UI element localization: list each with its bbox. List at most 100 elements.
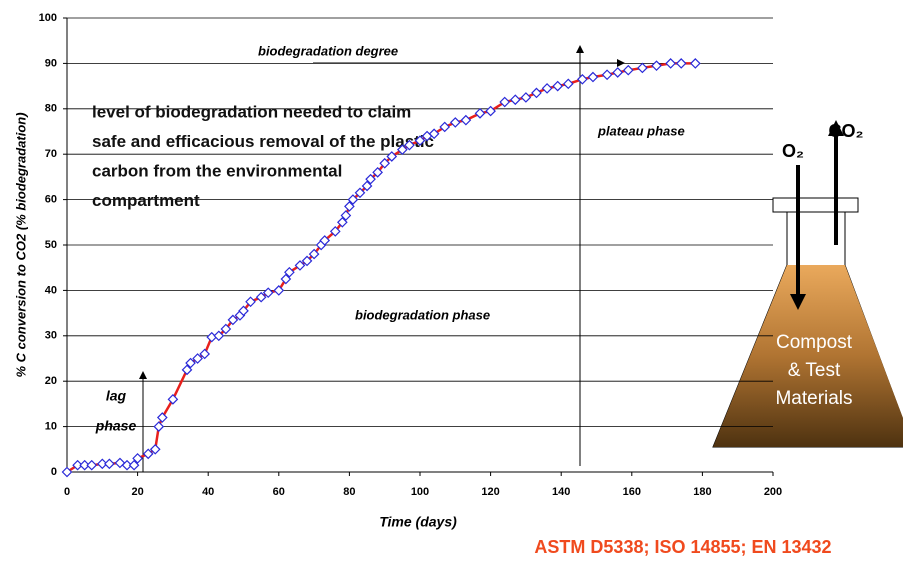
annotation: phase (95, 418, 137, 434)
x-tick-label: 20 (131, 486, 143, 498)
x-tick-label: 40 (202, 486, 214, 498)
data-point (181, 364, 193, 376)
data-point (199, 348, 211, 360)
data-point (79, 459, 90, 471)
x-tick-label: 180 (693, 486, 711, 498)
x-tick-label: 160 (623, 486, 641, 498)
data-point (132, 453, 143, 464)
y-tick-label: 50 (45, 239, 57, 251)
data-point (153, 421, 165, 432)
data-point (336, 216, 348, 228)
annotation: lag (106, 388, 127, 404)
data-point (167, 394, 179, 405)
flask-label: Compost (776, 332, 853, 353)
data-point (485, 105, 496, 117)
data-point (245, 296, 256, 308)
data-point (284, 266, 295, 278)
data-point (185, 357, 196, 369)
data-point (149, 443, 161, 455)
data-point (601, 69, 613, 81)
data-point (665, 58, 676, 69)
data-point (460, 114, 472, 126)
data-point (61, 466, 73, 478)
data-point (414, 135, 426, 146)
data-point (577, 73, 588, 85)
data-point (372, 167, 383, 178)
data-point (301, 255, 313, 267)
data-point (428, 128, 440, 140)
annotation: level of biodegradation needed to claim (92, 102, 411, 121)
data-point (213, 330, 225, 342)
annotation: carbon from the environmental (92, 161, 342, 180)
gas-label: CO₂ (829, 121, 864, 141)
data-point (386, 151, 398, 162)
flask (712, 120, 903, 448)
data-point (340, 210, 352, 221)
data-point (651, 60, 662, 72)
data-point (220, 323, 232, 335)
data-point (294, 260, 306, 271)
data-point (96, 458, 108, 470)
data-point (509, 94, 521, 106)
data-point (499, 96, 511, 108)
x-axis-label: Time (days) (379, 514, 457, 530)
annotation: compartment (92, 191, 200, 210)
data-point (354, 187, 366, 199)
x-tick-label: 140 (552, 486, 570, 498)
data-point (379, 157, 391, 169)
y-tick-label: 10 (45, 421, 57, 433)
standards: ASTM D5338; ISO 14855; EN 13432 (534, 537, 831, 557)
gas-label: O₂ (782, 141, 804, 161)
x-tick-label: 0 (64, 486, 70, 498)
data-point (238, 305, 249, 317)
data-point (192, 353, 203, 364)
flask-label: & Test (788, 360, 841, 381)
y-axis-label: % C conversion to CO2 (% biodegradation) (13, 112, 28, 377)
data-point (347, 194, 359, 205)
data-point (128, 459, 140, 471)
data-point (121, 459, 133, 471)
data-point (520, 92, 532, 103)
data-point (587, 71, 599, 83)
data-point (273, 285, 285, 296)
y-tick-label: 60 (45, 194, 57, 206)
annotation: safe and efficacious removal of the plas… (92, 132, 434, 151)
data-point (361, 180, 373, 192)
data-point (227, 314, 239, 326)
annotation: biodegradation phase (355, 307, 490, 322)
annotation: biodegradation degree (258, 43, 398, 58)
data-point (308, 248, 320, 260)
data-point (552, 80, 564, 92)
data-point (675, 58, 687, 69)
data-point (142, 448, 154, 460)
y-tick-label: 70 (45, 148, 57, 160)
flask-label: Materials (775, 388, 852, 409)
data-point (156, 412, 168, 423)
data-point (280, 273, 292, 285)
data-point (622, 64, 634, 76)
data-point (541, 83, 553, 94)
data-point (439, 121, 451, 133)
data-point (404, 139, 415, 151)
data-point (104, 458, 115, 470)
data-point (562, 78, 574, 90)
data-point (397, 144, 408, 156)
y-tick-label: 100 (39, 12, 57, 24)
y-tick-label: 20 (45, 375, 57, 387)
data-point (612, 67, 624, 78)
x-tick-label: 60 (273, 486, 285, 498)
x-tick-label: 80 (343, 486, 355, 498)
data-point (449, 117, 461, 128)
data-point (689, 58, 701, 69)
y-tick-label: 80 (45, 103, 57, 115)
data-point (86, 459, 98, 471)
data-point (319, 235, 331, 246)
x-tick-label: 200 (764, 486, 782, 498)
y-tick-label: 30 (45, 330, 57, 342)
annotation: plateau phase (597, 123, 685, 138)
data-point (262, 287, 274, 299)
data-point (344, 201, 355, 212)
data-point (329, 226, 341, 237)
y-tick-label: 90 (45, 57, 57, 69)
